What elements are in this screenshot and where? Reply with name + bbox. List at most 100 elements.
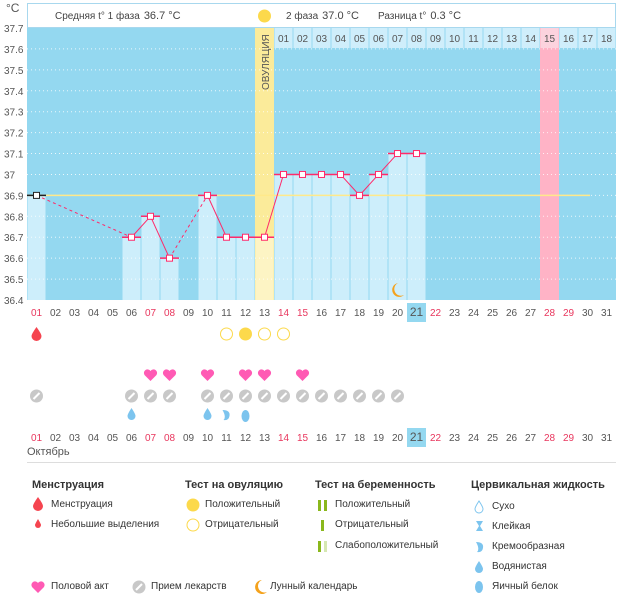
- ovulation-positive-icon: [186, 498, 200, 512]
- day-label-top: 17: [335, 308, 347, 319]
- day-label-top: 05: [107, 308, 119, 319]
- phase2-day-cell: [312, 28, 331, 48]
- phase-summary-header: Средняя t° 1 фаза 36.7 °C 2 фаза 37.0 °C Р…: [27, 3, 616, 28]
- legend-sticky: Клейкая: [492, 521, 531, 532]
- temperature-bar: [369, 174, 388, 300]
- day-label-top: 24: [468, 308, 480, 319]
- day-label-top: 20: [392, 308, 404, 319]
- y-tick-label: 36.5: [4, 275, 24, 286]
- temperature-point: [223, 233, 230, 241]
- y-tick-label: 36.8: [4, 212, 24, 223]
- heart-icon: [162, 369, 177, 381]
- temperature-bar: [331, 174, 350, 300]
- selected-day-highlight: [407, 428, 426, 447]
- day-label-top: 07: [145, 308, 157, 319]
- temperature-bar: [388, 153, 407, 300]
- day-label-bottom: 26: [506, 433, 518, 444]
- day-label-bottom: 22: [430, 433, 442, 444]
- day-label-bottom: 13: [259, 433, 271, 444]
- day-label-top: 11: [221, 308, 232, 319]
- phase2-day-number: 02: [297, 34, 309, 45]
- day-label-top: 29: [563, 308, 575, 319]
- ovulation-positive-icon: [239, 327, 252, 341]
- legend-menstruation-title: Менструация: [32, 479, 105, 491]
- day-label-bottom: 18: [354, 433, 366, 444]
- pill-stripe: [317, 392, 326, 400]
- temperature-point: [318, 170, 325, 178]
- day-label-bottom: 02: [50, 433, 62, 444]
- phase2-day-number: 05: [354, 34, 366, 45]
- day-label-top: 27: [525, 308, 537, 319]
- day-label-top: 06: [126, 308, 138, 319]
- phase2-day-number: 11: [468, 34, 479, 45]
- legend-ovulation-title: Тест на овуляцию: [185, 479, 284, 491]
- y-tick-label: 37.4: [4, 87, 24, 98]
- phase2-day-number: 08: [411, 34, 423, 45]
- temperature-line-segment: [150, 216, 170, 259]
- phase2-day-cell: [521, 28, 540, 48]
- pill-stripe: [32, 392, 41, 400]
- day-label-bottom: 03: [69, 433, 81, 444]
- day-label-top: 04: [88, 308, 100, 319]
- day-label-top: 22: [430, 308, 442, 319]
- pill-stripe: [165, 392, 174, 400]
- phase2-day-number: 15: [544, 34, 556, 45]
- day-label-bottom: 20: [392, 433, 404, 444]
- watery-icon: [475, 561, 483, 573]
- y-tick-label: 37.6: [4, 45, 24, 56]
- temperature-point: [337, 170, 344, 178]
- phase2-day-number: 18: [601, 34, 613, 45]
- pregnancy-positive-icon: [318, 500, 327, 511]
- temperature-point: [356, 191, 363, 199]
- month-label: Октябрь: [27, 446, 70, 458]
- day-label-top: 23: [449, 308, 461, 319]
- day-label-top: 28: [544, 308, 556, 319]
- day-label-top: 21: [410, 305, 424, 319]
- day-label-bottom: 19: [373, 433, 385, 444]
- phase2-day-number: 04: [335, 34, 347, 45]
- day-label-top: 13: [259, 308, 271, 319]
- day-label-bottom: 31: [601, 433, 613, 444]
- phase2-day-number: 03: [316, 34, 328, 45]
- legend-dry: Сухо: [492, 501, 515, 512]
- day-label-top: 19: [373, 308, 385, 319]
- y-tick-label: 37.2: [4, 129, 24, 140]
- day-label-top: 09: [183, 308, 195, 319]
- legend-moon: Лунный календарь: [270, 581, 358, 592]
- temperature-point: [166, 254, 173, 262]
- day-label-top: 15: [297, 308, 309, 319]
- day-label-bottom: 06: [126, 433, 138, 444]
- day-label-bottom: 24: [468, 433, 480, 444]
- ovulation-column: [255, 28, 274, 300]
- phase2-day-cell: [293, 28, 312, 48]
- temp-difference: Разница t° 0.3 °C: [378, 10, 461, 22]
- watery-icon: [127, 408, 136, 420]
- temperature-point: [375, 170, 382, 178]
- diff-value: 0.3 °C: [430, 10, 462, 22]
- day-label-bottom: 23: [449, 433, 461, 444]
- phase2-value: 37.0 °C: [322, 10, 359, 22]
- phase1-average: Средняя t° 1 фаза 36.7 °C: [55, 10, 181, 22]
- pill-stripe: [146, 392, 155, 400]
- day-label-bottom: 14: [278, 433, 290, 444]
- temperature-point: [128, 233, 135, 241]
- temperature-bar: [407, 153, 426, 300]
- temperature-point: [394, 150, 401, 158]
- blood-drop-icon: [31, 327, 42, 342]
- phase2-day-cell: [445, 28, 464, 48]
- temperature-point: [280, 170, 287, 178]
- pill-stripe: [336, 392, 345, 400]
- sticky-icon: [476, 521, 483, 531]
- ovulation-negative-icon: [186, 518, 200, 532]
- ovulation-label: ОВУЛЯЦИЯ: [261, 34, 272, 90]
- pill-stripe: [355, 392, 364, 400]
- small-blood-drop-icon: [35, 519, 41, 528]
- day-label-bottom: 10: [202, 433, 214, 444]
- phase2-day-number: 12: [487, 34, 499, 45]
- y-tick-label: 36.6: [4, 254, 24, 265]
- temperature-point: [413, 150, 420, 158]
- day-label-bottom: 05: [107, 433, 119, 444]
- day-label-bottom: 29: [563, 433, 575, 444]
- day-label-top: 31: [601, 308, 613, 319]
- day-label-bottom: 07: [145, 433, 157, 444]
